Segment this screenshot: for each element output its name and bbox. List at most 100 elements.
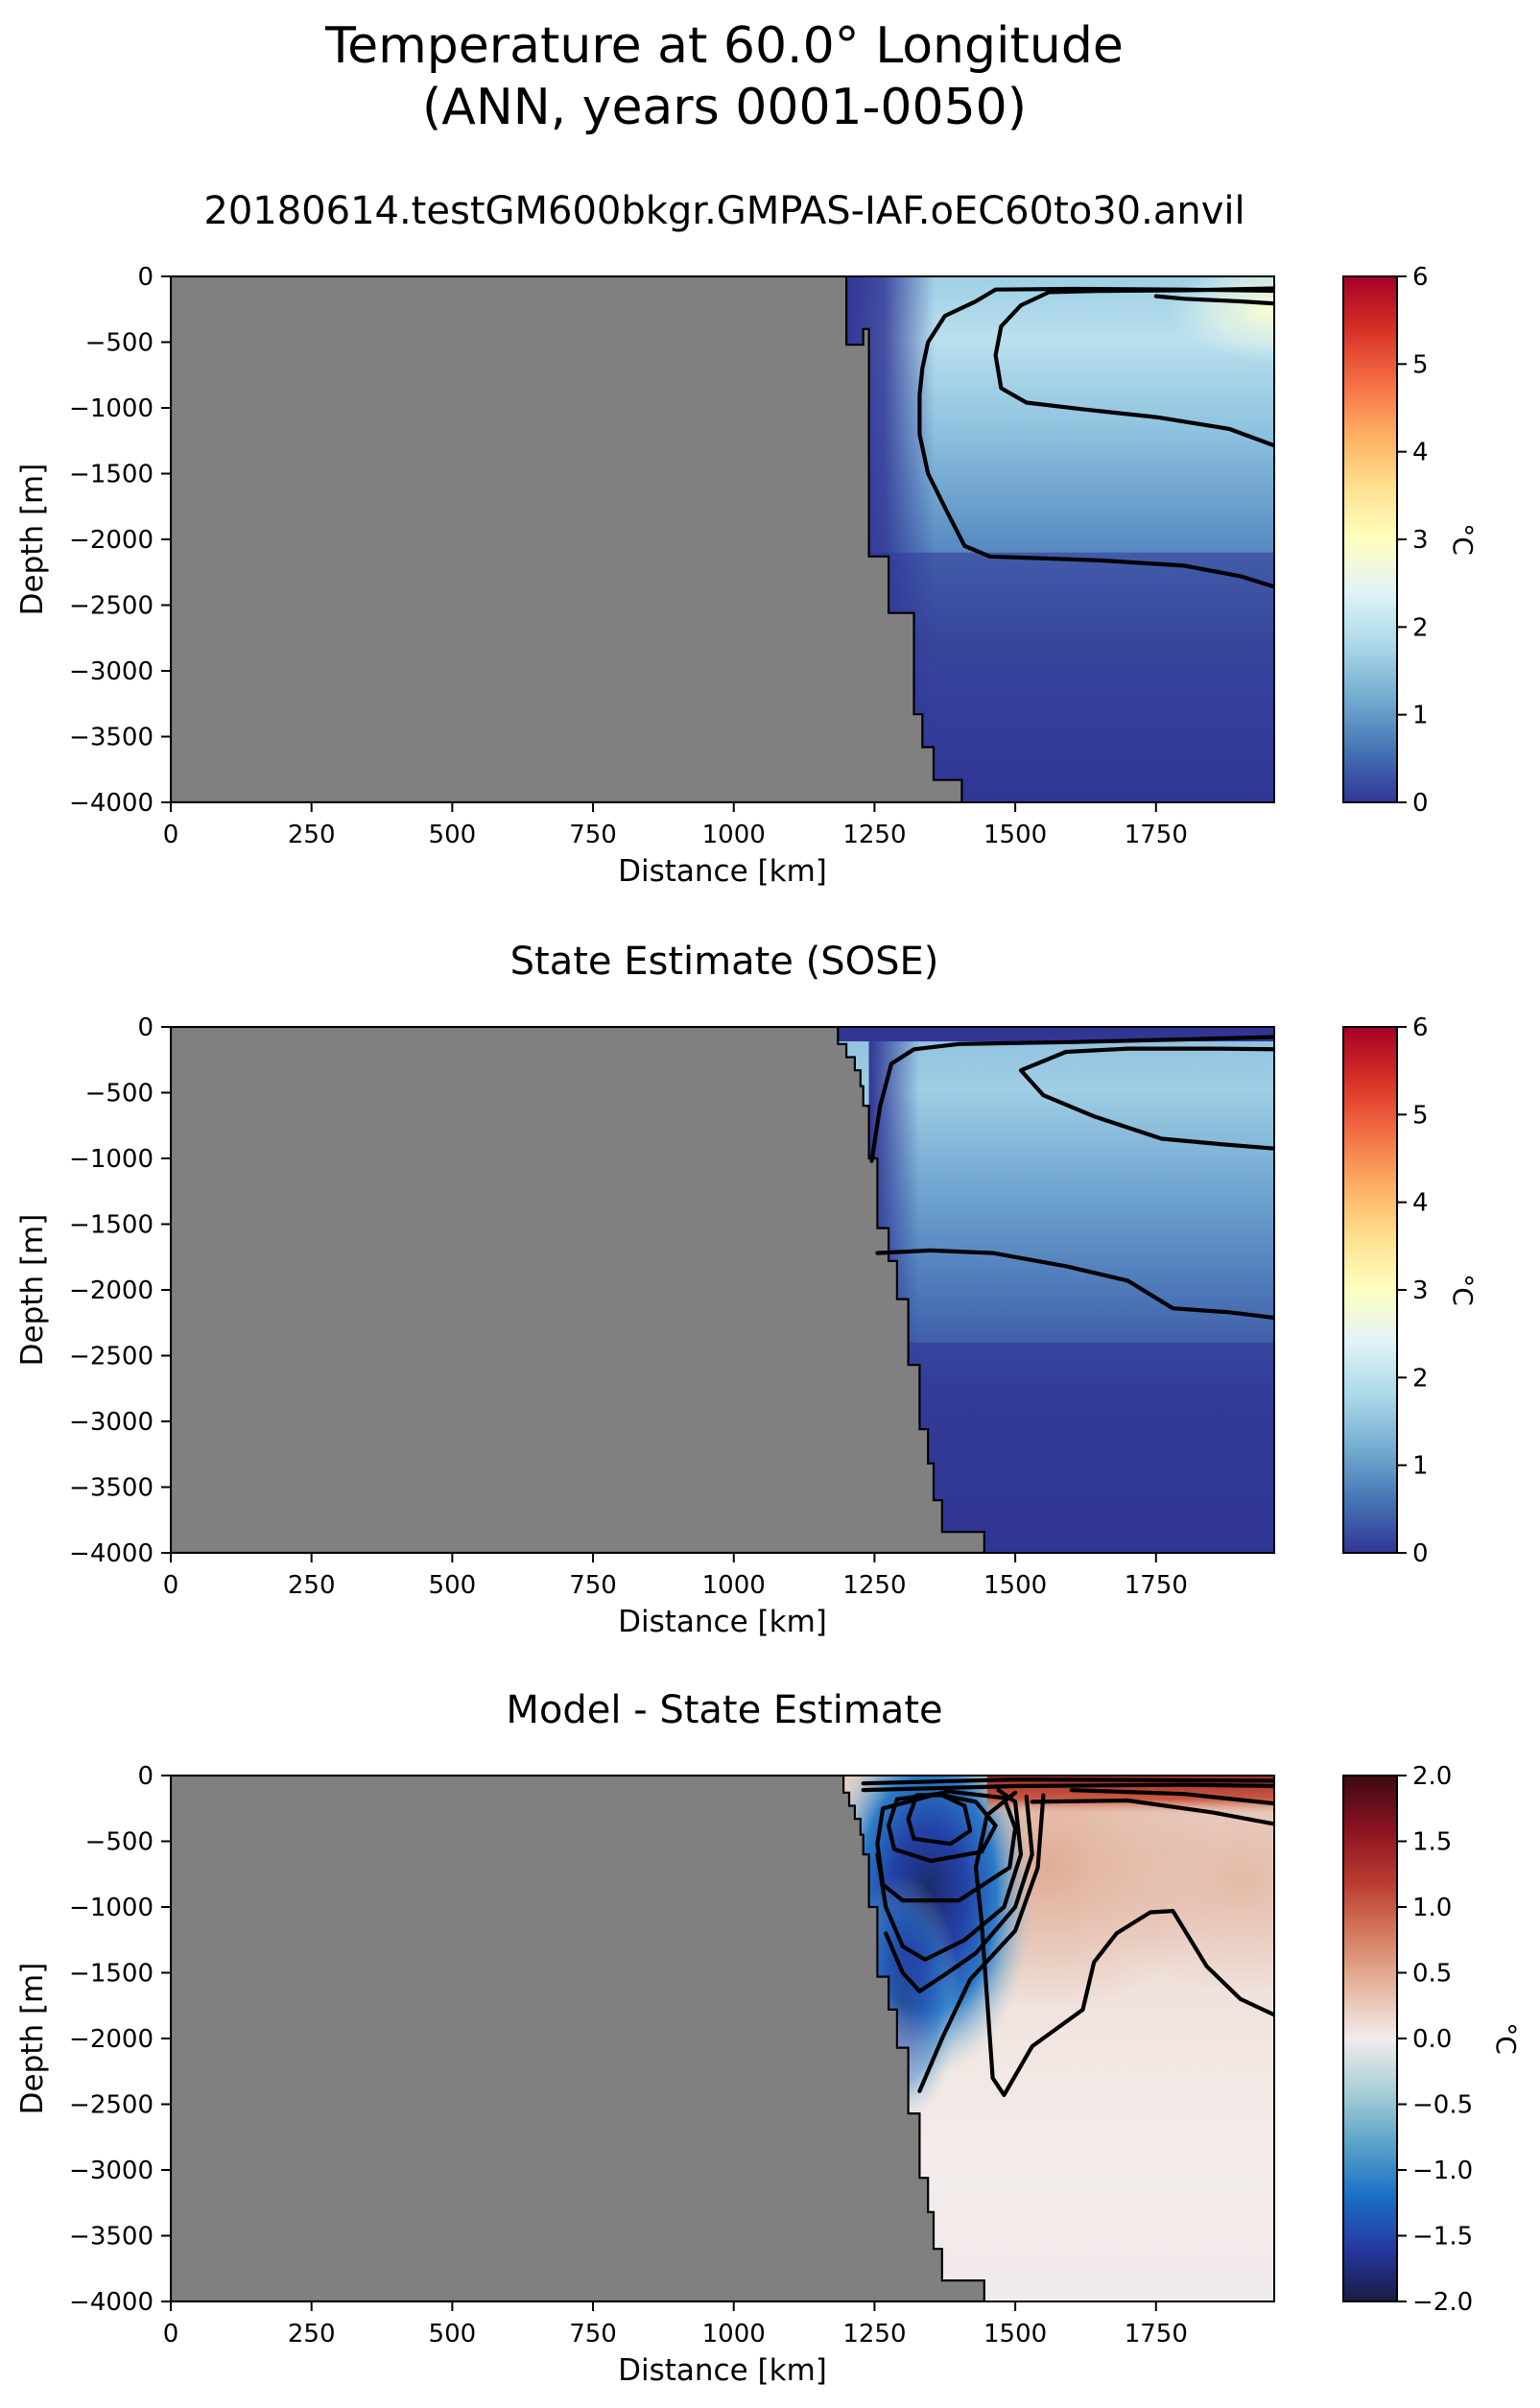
panel-3-xtick-label-4: 1000 <box>702 2320 766 2348</box>
panel-3-ytick-label-8: −4000 <box>69 2288 154 2317</box>
figure-title-line1: Temperature at 60.0° Longitude <box>325 17 1124 75</box>
panel-1-xtick-label-1: 250 <box>288 821 336 849</box>
panel-3-ytick-label-2: −1000 <box>69 1894 154 1922</box>
panel-2-xtick-label-7: 1750 <box>1125 1571 1188 1600</box>
panel-3-contour-8 <box>1030 1798 1274 1826</box>
panel-1-cbar-tick-label-1: 1 <box>1412 702 1429 730</box>
panel-3-contour-2 <box>887 1792 998 1864</box>
panel-1-xtick-label-5: 1250 <box>842 821 906 849</box>
panel-1-ytick-label-8: −4000 <box>69 789 154 818</box>
panel-1-cbar-tick-label-3: 3 <box>1412 526 1429 555</box>
panel-3-xtick-label-0: 0 <box>163 2320 179 2348</box>
panel-2-ytick-label-1: −500 <box>85 1080 154 1109</box>
panel-1-xtick-label-2: 500 <box>429 821 477 849</box>
panel-1-ylabel: Depth [m] <box>15 464 50 616</box>
panel-3-xtick-label-5: 1250 <box>842 2320 906 2348</box>
panel-2-xtick-label-5: 1250 <box>842 1571 906 1600</box>
panel-3-cbar-tick-label-8: 2.0 <box>1412 1762 1452 1791</box>
panel-title-2: State Estimate (SOSE) <box>509 940 939 984</box>
panel-3-xtick-label-1: 250 <box>288 2320 336 2348</box>
figure-title-line2: (ANN, years 0001-0050) <box>421 79 1028 136</box>
panel-2-ytick-label-0: 0 <box>137 1013 154 1042</box>
panel-2-contour-2 <box>1018 1046 1274 1151</box>
panel-1-contour-1 <box>917 286 1274 589</box>
panel-2-xtick-label-0: 0 <box>163 1571 179 1600</box>
panel-3-ytick-label-0: 0 <box>137 1762 154 1791</box>
panel-1-xlabel: Distance [km] <box>618 854 827 889</box>
panel-1-ytick-label-7: −3500 <box>69 724 154 752</box>
panel-3-xtick-label-3: 750 <box>569 2320 617 2348</box>
panel-1-ytick-label-4: −2000 <box>69 526 154 555</box>
panel-2-cbar-label: °C <box>1447 1274 1479 1306</box>
panel-1-ytick-label-5: −2500 <box>69 592 154 621</box>
panel-1-cbar-tick-label-5: 5 <box>1412 350 1429 379</box>
panel-2-land <box>171 1027 985 1553</box>
panel-2-ytick-label-5: −2500 <box>69 1343 154 1371</box>
panel-1-xtick-label-0: 0 <box>163 821 179 849</box>
panel-1-ytick-label-6: −3000 <box>69 657 154 686</box>
panel-3-colorbar <box>1342 1775 1398 2302</box>
panel-2-cbar-tick-label-4: 4 <box>1412 1189 1429 1218</box>
panel-2-ytick-label-2: −1000 <box>69 1145 154 1174</box>
panel-title-3: Model - State Estimate <box>506 1688 943 1732</box>
panel-2-xtick-label-1: 250 <box>288 1571 336 1600</box>
panel-2-cbar-tick-label-1: 1 <box>1412 1452 1429 1481</box>
panel-3-cbar-tick-label-5: 0.5 <box>1412 1960 1452 1989</box>
panel-3-ylabel: Depth [m] <box>15 1963 50 2115</box>
panel-1-xtick-label-4: 1000 <box>702 821 766 849</box>
panel-3-contour-5 <box>884 1794 1034 1993</box>
panel-1-colorbar <box>1342 275 1398 803</box>
panel-3-ytick-label-7: −3500 <box>69 2223 154 2252</box>
panel-3-contour-4 <box>875 1788 1024 1962</box>
panel-3-cbar-tick-label-2: −1.0 <box>1412 2157 1473 2185</box>
panel-3-land <box>171 1776 985 2301</box>
panel-2-ytick-label-3: −1500 <box>69 1211 154 1240</box>
panel-1-cbar-label: °C <box>1447 523 1479 556</box>
panel-1-contour-3 <box>1153 294 1274 306</box>
panel-1-xtick-label-6: 1500 <box>983 821 1047 849</box>
panel-2-xtick-label-6: 1500 <box>983 1571 1047 1600</box>
panel-3-xtick-label-6: 1500 <box>983 2320 1047 2348</box>
panel-3-contour-6 <box>917 1793 1046 2093</box>
panel-2-xtick-label-4: 1000 <box>702 1571 766 1600</box>
panel-1-xtick-label-3: 750 <box>569 821 617 849</box>
panel-2-ytick-label-6: −3000 <box>69 1408 154 1437</box>
panel-3-ytick-label-1: −500 <box>85 1828 154 1857</box>
panel-3-contour-9 <box>1069 1788 1274 1806</box>
panel-1-field <box>171 276 1274 802</box>
panel-2-cbar-tick-label-0: 0 <box>1412 1539 1429 1568</box>
panel-2-ylabel: Depth [m] <box>15 1214 50 1367</box>
panel-2-contour-3 <box>875 1248 1274 1321</box>
panel-2-xtick-label-2: 500 <box>429 1571 477 1600</box>
panel-2-ytick-label-4: −2000 <box>69 1276 154 1305</box>
panel-3-ytick-label-5: −2500 <box>69 2091 154 2120</box>
panel-1-ytick-label-0: 0 <box>137 263 154 292</box>
panel-2-cbar-tick-label-5: 5 <box>1412 1101 1429 1130</box>
panel-1-cbar-tick-label-2: 2 <box>1412 613 1429 642</box>
panel-3-xtick-label-2: 500 <box>429 2320 477 2348</box>
panel-2-ytick-label-7: −3500 <box>69 1474 154 1503</box>
panel-2-cbar-tick-label-3: 3 <box>1412 1276 1429 1305</box>
panel-3-cbar-tick-label-7: 1.5 <box>1412 1828 1452 1857</box>
panel-1-cbar-tick-label-4: 4 <box>1412 439 1429 467</box>
panel-3-field <box>171 1776 1274 2301</box>
panel-1-cbar-tick-label-0: 0 <box>1412 789 1429 818</box>
panel-3-xtick-label-7: 1750 <box>1125 2320 1188 2348</box>
panel-3-cbar-tick-label-1: −1.5 <box>1412 2223 1473 2252</box>
panel-title-1: 20180614.testGM600bkgr.GMPAS-IAF.oEC60to… <box>203 189 1245 233</box>
panel-2-ytick-label-8: −4000 <box>69 1539 154 1568</box>
panel-1-contour-2 <box>993 286 1274 448</box>
panel-2-cbar-tick-label-6: 6 <box>1412 1013 1429 1042</box>
panel-1-ytick-label-2: −1000 <box>69 394 154 423</box>
panel-2-field <box>171 1027 1274 1553</box>
panel-2-contour-1 <box>869 1035 1274 1163</box>
panel-2-xlabel: Distance [km] <box>618 1605 827 1639</box>
panel-3-ytick-label-6: −3000 <box>69 2157 154 2185</box>
panel-3-contour-10 <box>861 1782 1274 1793</box>
panel-3-cbar-tick-label-6: 1.0 <box>1412 1894 1452 1922</box>
panel-1-xtick-label-7: 1750 <box>1125 821 1188 849</box>
panel-1-ytick-label-1: −500 <box>85 329 154 358</box>
panel-2-xtick-label-3: 750 <box>569 1571 617 1600</box>
panel-3-ytick-label-3: −1500 <box>69 1960 154 1989</box>
